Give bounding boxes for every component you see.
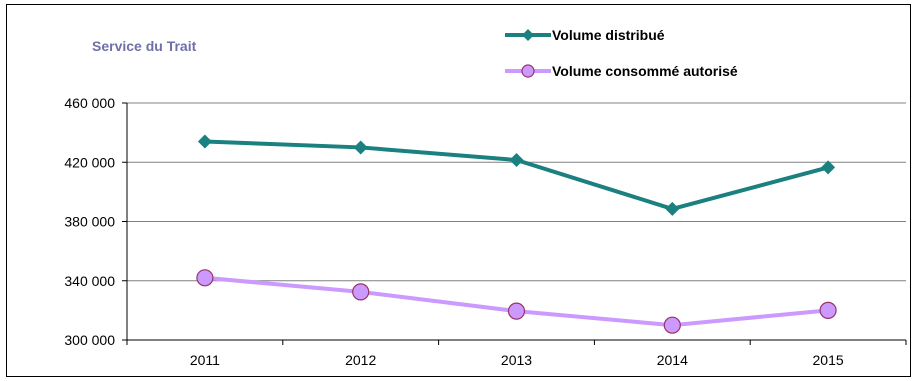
- series-1-point: [821, 160, 836, 175]
- x-tick-label: 2015: [813, 352, 844, 368]
- chart-title: Service du Trait: [92, 38, 197, 54]
- y-tick-label: 300 000: [64, 332, 115, 348]
- series-2-point: [507, 302, 526, 320]
- y-tick-label: 380 000: [64, 214, 115, 230]
- y-tick-label: 420 000: [64, 154, 115, 170]
- series-2-point: [819, 301, 837, 319]
- series-2-point: [663, 316, 681, 334]
- legend-label-1: Volume distribué: [552, 27, 665, 43]
- x-tick-label: 2012: [345, 352, 376, 368]
- y-tick-label: 340 000: [64, 273, 115, 289]
- legend-marker-2: [521, 64, 535, 78]
- series-2-point: [352, 283, 370, 301]
- series-line-1: [204, 139, 829, 211]
- legend-marker-1: [522, 29, 534, 41]
- x-tick-label: 2013: [501, 352, 532, 368]
- series-1-point: [665, 201, 680, 216]
- series-2-point: [196, 269, 214, 287]
- x-tick-label: 2014: [657, 352, 688, 368]
- series-1-point: [353, 140, 368, 155]
- series-1-point: [197, 134, 212, 149]
- y-tick-label: 460 000: [64, 95, 115, 111]
- series-1-point: [509, 153, 524, 168]
- legend-label-2: Volume consommé autorisé: [552, 63, 738, 79]
- x-tick-label: 2011: [190, 352, 220, 368]
